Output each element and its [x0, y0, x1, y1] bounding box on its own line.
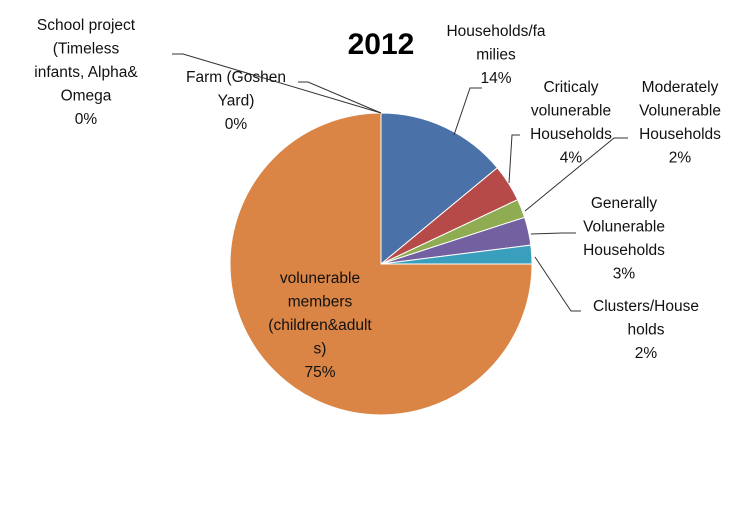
slice-label-line: Households [530, 126, 612, 143]
slice-label-line: Criticaly [543, 79, 598, 96]
slice-label-6: School project (Timeless infants, Alpha& Om… [34, 17, 138, 128]
slice-label-line: holds [627, 322, 664, 339]
leader-line-3 [530, 232, 576, 235]
slice-label-line: infants, Alpha& [34, 64, 138, 81]
slices-layer [229, 112, 533, 416]
slice-label-line: Farm (Goshen [186, 69, 286, 86]
slice-label-line: Moderately [642, 79, 719, 96]
pie-slice-0 [380, 112, 499, 266]
slice-label-2: Moderately Volunerable Households 2% [639, 79, 721, 167]
chart-title: 2012 [348, 28, 415, 61]
slice-label-line: Households [639, 126, 721, 143]
slice-label-4: Clusters/House holds 2% [593, 298, 699, 362]
slice-label-line: Generally [591, 195, 658, 212]
slice-label-line: Volunerable [639, 103, 721, 120]
slice-value-label: 14% [480, 70, 511, 87]
leader-line-4 [534, 256, 581, 312]
slice-value-label: 0% [75, 111, 98, 128]
slice-label-line: Households [583, 242, 665, 259]
slice-label-1: Criticaly volunerable Households 4% [530, 79, 612, 167]
leader-line-1 [508, 134, 520, 184]
slice-label-line: Volunerable [583, 219, 665, 236]
slice-value-label: 3% [613, 266, 636, 283]
slice-label-line: members [288, 294, 353, 311]
slice-label-7: Farm (Goshen Yard) 0% [186, 69, 286, 133]
slice-label-0: Households/fa milies 14% [446, 23, 545, 87]
slice-label-line: Omega [61, 88, 112, 105]
slice-label-line: Households/fa [446, 23, 545, 40]
pie-slice-5 [229, 112, 533, 416]
labels-layer: Households/fa milies 14% Criticaly volunerab… [34, 17, 721, 381]
slice-value-label: 0% [225, 116, 248, 133]
slice-value-label: 2% [669, 150, 692, 167]
slice-label-3: Generally Volunerable Households 3% [583, 195, 665, 283]
leader-line-0 [453, 87, 482, 136]
slice-label-line: milies [476, 47, 516, 64]
slice-label-line: Yard) [218, 93, 255, 110]
slice-value-label: 2% [635, 345, 658, 362]
leader-line-6 [172, 53, 382, 114]
slice-label-line: volunerable [531, 103, 611, 120]
slice-label-5: volunerable members (children&adult s) 75% [268, 270, 372, 381]
slice-label-line: School project [37, 17, 136, 34]
slice-value-label: 4% [560, 150, 583, 167]
slice-label-line: s) [314, 341, 327, 358]
slice-label-line: (children&adult [268, 317, 372, 334]
slice-label-line: volunerable [280, 270, 360, 287]
slice-label-line: (Timeless [53, 41, 120, 58]
slice-label-line: Clusters/House [593, 298, 699, 315]
leader-line-7 [298, 81, 382, 114]
leader-lines-layer [172, 53, 628, 312]
slice-value-label: 75% [304, 364, 335, 381]
leader-line-2 [524, 137, 628, 212]
